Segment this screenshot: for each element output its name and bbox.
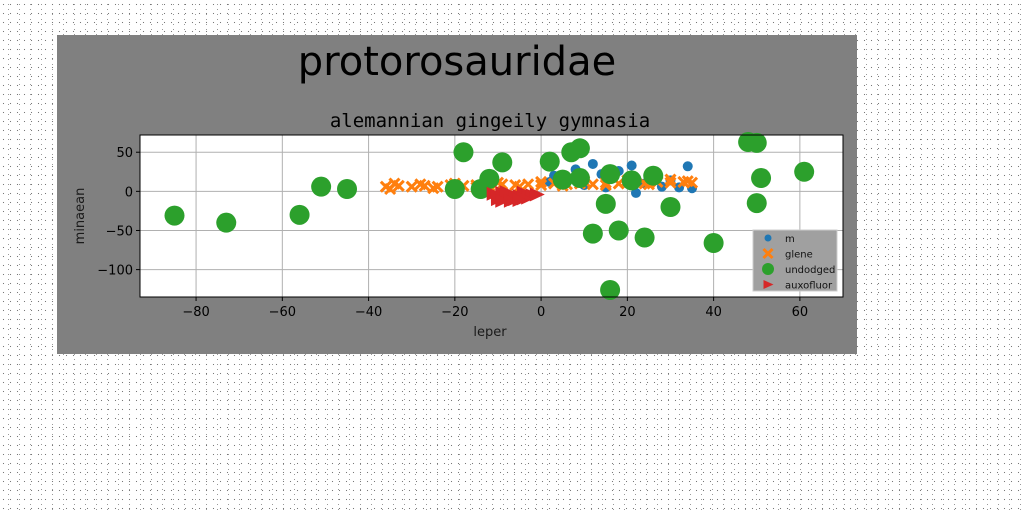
x-tick-label: −20 xyxy=(441,305,468,320)
data-point xyxy=(746,193,767,214)
data-point xyxy=(216,212,237,233)
legend-marker-glene xyxy=(762,247,774,260)
data-point xyxy=(595,193,616,214)
data-point xyxy=(630,187,641,198)
y-axis-label: minaean xyxy=(73,188,88,245)
data-point xyxy=(453,142,474,163)
x-tick-label: −40 xyxy=(355,305,382,320)
data-point xyxy=(626,160,637,171)
y-tick-label: −50 xyxy=(106,224,133,239)
x-axis-label: leper xyxy=(473,325,507,340)
legend-label-undodged: undodged xyxy=(785,265,835,276)
data-point xyxy=(703,233,724,253)
data-point xyxy=(384,182,397,196)
series-auxofluor xyxy=(486,185,545,208)
data-point xyxy=(582,223,603,244)
figure-suptitle: protorosauridae xyxy=(298,39,616,85)
data-point xyxy=(621,170,642,191)
x-tick-label: 60 xyxy=(792,305,809,320)
data-point xyxy=(405,180,418,193)
x-tick-label: −80 xyxy=(182,305,209,320)
legend-marker-auxofluor xyxy=(763,280,774,289)
data-point xyxy=(794,161,815,182)
data-point xyxy=(522,178,535,191)
data-point xyxy=(535,175,548,189)
data-point xyxy=(427,182,440,195)
data-point xyxy=(289,204,310,225)
data-point xyxy=(164,205,185,226)
data-point xyxy=(414,178,427,191)
data-point xyxy=(600,164,621,185)
legend-label-m: m xyxy=(785,234,795,245)
x-tick-label: 0 xyxy=(537,305,545,320)
data-point xyxy=(664,173,677,186)
data-point xyxy=(535,179,548,192)
data-point xyxy=(643,165,664,186)
x-tick-label: 20 xyxy=(619,305,636,320)
data-point xyxy=(751,168,772,189)
y-axis-ticks: 50 0 −50 −100 xyxy=(97,146,140,279)
x-axis-ticks: −80 −60 −40 −20 0 20 40 60 xyxy=(182,297,808,320)
data-point xyxy=(337,179,358,199)
axes-title: alemannian gingeily gymnasia xyxy=(330,110,650,132)
data-point xyxy=(552,169,573,190)
y-tick-label: −100 xyxy=(97,264,133,279)
data-point xyxy=(664,176,677,189)
data-point xyxy=(444,179,465,199)
legend-marker-undodged xyxy=(762,263,774,275)
data-point xyxy=(492,152,513,173)
data-point xyxy=(600,279,621,300)
data-point xyxy=(539,151,560,172)
data-point xyxy=(311,176,332,197)
series-undodged xyxy=(164,132,815,300)
data-point xyxy=(660,197,681,217)
y-tick-label: 0 xyxy=(125,185,133,200)
data-point xyxy=(586,178,599,191)
data-point xyxy=(569,138,590,159)
legend-label-glene: glene xyxy=(785,250,813,261)
legend-label-auxofluor: auxofluor xyxy=(785,281,833,292)
y-tick-label: 50 xyxy=(116,146,133,161)
data-point xyxy=(681,175,694,188)
data-point xyxy=(529,187,545,202)
data-point xyxy=(587,158,598,169)
x-tick-label: 40 xyxy=(705,305,722,320)
legend-marker-m xyxy=(764,234,772,242)
data-point xyxy=(634,227,655,248)
data-point xyxy=(499,185,515,200)
data-point xyxy=(512,192,528,207)
data-point xyxy=(682,161,693,172)
x-tick-label: −60 xyxy=(269,305,296,320)
data-point xyxy=(608,220,629,241)
data-point xyxy=(569,168,590,189)
data-point xyxy=(503,193,519,208)
plot-frame xyxy=(139,134,844,298)
legend: m glene undodged auxofluor xyxy=(752,229,838,292)
data-point xyxy=(479,168,500,189)
data-point xyxy=(495,193,511,208)
data-points xyxy=(164,132,815,300)
plot-area xyxy=(140,135,843,297)
data-point xyxy=(746,132,767,153)
